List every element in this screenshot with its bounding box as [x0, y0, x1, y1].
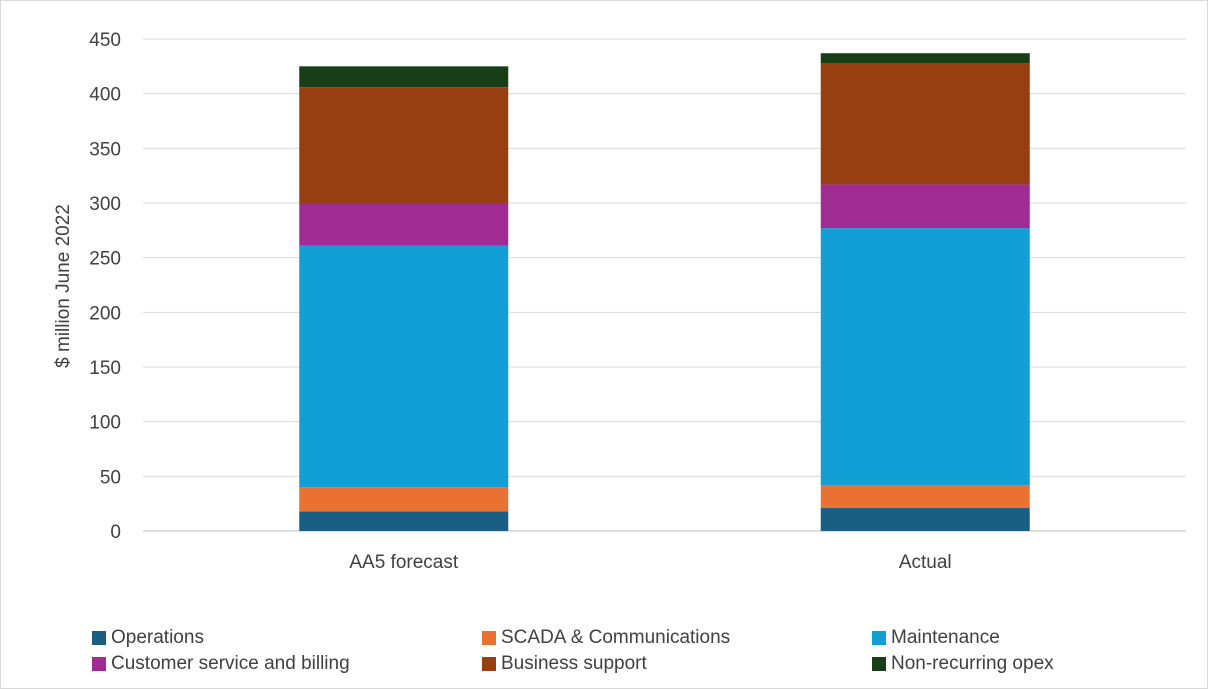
legend-item-operations: Operations	[92, 627, 482, 649]
y-tick-label: 100	[89, 413, 121, 434]
y-tick-label: 0	[110, 522, 121, 543]
bar-aa5-forecast-customer-service-and-billing	[299, 203, 509, 246]
bar-actual-operations	[820, 508, 1030, 531]
legend-swatch	[92, 657, 106, 671]
legend: Operations SCADA & Communications Maintena…	[92, 627, 1202, 675]
bar-aa5-forecast-operations	[299, 511, 509, 531]
bar-actual-maintenance	[820, 228, 1030, 486]
y-tick-label: 350	[89, 139, 121, 160]
y-tick-label: 450	[89, 30, 121, 51]
y-tick-label: 400	[89, 85, 121, 106]
bar-aa5-forecast-business-support	[299, 87, 509, 203]
bar-aa5-forecast-scada-communications	[299, 487, 509, 512]
bar-actual-non-recurring-opex	[820, 53, 1030, 64]
legend-swatch	[92, 631, 106, 645]
legend-item-customer-service-and-billing: Customer service and billing	[92, 653, 482, 675]
legend-label: Non-recurring opex	[891, 653, 1054, 674]
x-category-labels: AA5 forecast Actual	[349, 552, 951, 573]
legend-item-business-support: Business support	[482, 653, 872, 675]
y-tick-label: 50	[100, 467, 121, 488]
bar-aa5-forecast-maintenance	[299, 245, 509, 488]
legend-swatch	[482, 631, 496, 645]
legend-label: SCADA & Communications	[501, 627, 731, 648]
legend-label: Business support	[501, 653, 647, 674]
legend-label: Operations	[111, 627, 204, 648]
y-tick-label: 200	[89, 303, 121, 324]
legend-swatch	[872, 657, 886, 671]
bar-actual-customer-service-and-billing	[820, 184, 1030, 229]
x-category-label: AA5 forecast	[349, 552, 458, 573]
legend-label: Maintenance	[891, 627, 1000, 648]
legend-item-non-recurring-opex: Non-recurring opex	[872, 653, 1202, 675]
y-axis-title: $ million June 2022	[53, 204, 74, 368]
legend-swatch	[872, 631, 886, 645]
legend-swatch	[482, 657, 496, 671]
bar-actual-business-support	[820, 63, 1030, 185]
bars	[299, 53, 1030, 531]
y-tick-label: 150	[89, 358, 121, 379]
bar-aa5-forecast-non-recurring-opex	[299, 66, 509, 88]
legend-label: Customer service and billing	[111, 653, 350, 674]
y-tick-label: 250	[89, 249, 121, 270]
legend-item-maintenance: Maintenance	[872, 627, 1202, 649]
y-tick-labels: 0 50 100 150 200 250 300 350 400 450	[89, 30, 121, 543]
legend-item-scada-communications: SCADA & Communications	[482, 627, 872, 649]
y-tick-label: 300	[89, 194, 121, 215]
x-category-label: Actual	[899, 552, 952, 573]
bar-actual-scada-communications	[820, 485, 1030, 509]
